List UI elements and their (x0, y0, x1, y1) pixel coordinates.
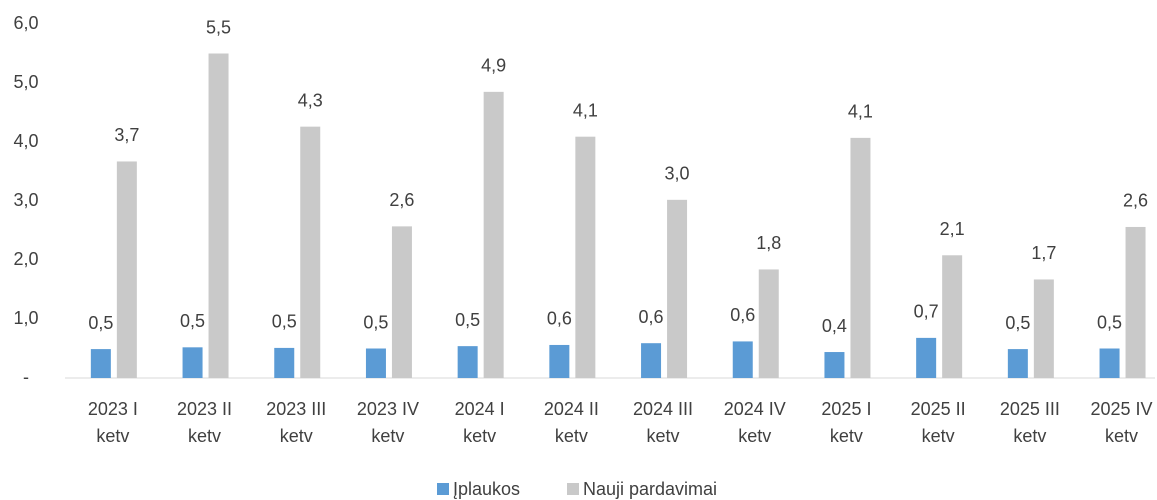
value-label: 0,5 (1097, 312, 1122, 332)
y-tick-label: 1,0 (13, 308, 38, 328)
x-tick-label: 2023 II ketv (177, 399, 233, 446)
bar (758, 269, 779, 378)
value-label: 1,8 (756, 233, 781, 253)
x-tick-label: 2023 I ketv (87, 399, 138, 446)
bar (300, 126, 321, 378)
bar (824, 352, 845, 378)
bar (116, 161, 137, 378)
y-tick-label: - (23, 367, 29, 387)
value-label: 0,5 (180, 311, 205, 331)
value-label: 4,1 (848, 102, 873, 122)
bar (1125, 226, 1146, 378)
legend-label: Nauji pardavimai (583, 479, 717, 499)
bar (391, 226, 412, 378)
bar (457, 346, 478, 378)
bar (208, 53, 229, 378)
x-tick-label: 2023 III ketv (266, 399, 327, 446)
y-tick-label: 4,0 (13, 131, 38, 151)
value-label: 1,7 (1031, 243, 1056, 263)
value-label: 3,7 (114, 125, 139, 145)
bar (1033, 279, 1054, 378)
bar (942, 255, 963, 378)
bar (90, 349, 111, 378)
bar (850, 137, 871, 378)
x-tick-label: 2025 II ketv (910, 399, 966, 446)
value-label: 2,6 (1123, 191, 1148, 211)
y-tick-label: 3,0 (13, 190, 38, 210)
bar (732, 341, 753, 378)
bar (274, 347, 295, 378)
bar (365, 348, 386, 378)
value-label: 0,7 (914, 302, 939, 322)
bar (916, 337, 937, 378)
x-tick-label: 2025 III ketv (999, 399, 1060, 446)
bar (483, 91, 504, 378)
value-label: 3,0 (665, 164, 690, 184)
value-label: 5,5 (206, 17, 231, 37)
value-label: 0,5 (272, 312, 297, 332)
bar (575, 136, 596, 378)
value-label: 4,3 (298, 90, 323, 110)
x-tick-label: 2024 I ketv (454, 399, 505, 446)
x-tick-label: 2023 IV ketv (356, 399, 419, 446)
value-label: 4,9 (481, 56, 506, 76)
legend-swatch (567, 483, 579, 495)
bar (1007, 349, 1028, 378)
x-tick-label: 2024 III ketv (633, 399, 694, 446)
bar (667, 199, 688, 378)
x-tick-label: 2025 I ketv (821, 399, 872, 446)
value-label: 4,1 (573, 100, 598, 120)
bar (641, 343, 662, 378)
y-tick-label: 6,0 (13, 13, 38, 33)
value-label: 0,5 (455, 310, 480, 330)
bar (1099, 348, 1120, 378)
value-label: 0,6 (547, 309, 572, 329)
y-tick-label: 5,0 (13, 72, 38, 92)
bar (182, 347, 203, 378)
value-label: 0,4 (822, 316, 847, 336)
value-label: 0,6 (639, 307, 664, 327)
x-tick-label: 2024 IV ketv (723, 399, 786, 446)
legend-swatch (437, 483, 449, 495)
y-tick-label: 2,0 (13, 249, 38, 269)
bar (549, 344, 570, 378)
value-label: 2,1 (940, 219, 965, 239)
value-label: 0,5 (88, 313, 113, 333)
legend-label: Įplaukos (453, 479, 520, 499)
value-label: 0,5 (363, 312, 388, 332)
value-label: 2,6 (389, 190, 414, 210)
value-label: 0,5 (1005, 313, 1030, 333)
x-tick-label: 2025 IV ketv (1090, 399, 1153, 446)
value-label: 0,6 (730, 305, 755, 325)
x-tick-label: 2024 II ketv (543, 399, 599, 446)
